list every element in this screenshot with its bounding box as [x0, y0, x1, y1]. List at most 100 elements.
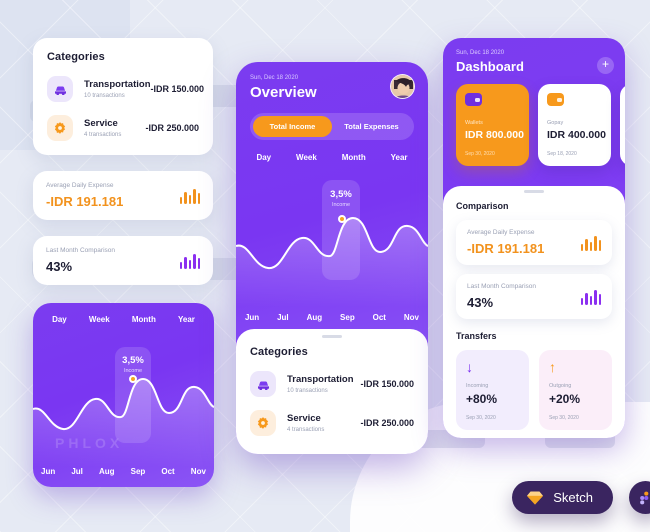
bar-chart-icon	[179, 252, 200, 269]
phone-header: Sun, Dec 18 2020 Overview	[236, 62, 428, 101]
transfer-date: Sep 30, 2020	[549, 415, 579, 421]
month-label: Sep	[340, 313, 355, 322]
wallet-amount: IDR 400.000	[547, 129, 606, 141]
bar-chart-icon	[580, 234, 601, 251]
list-item[interactable]: Service 4 transactions -IDR 250.000	[250, 410, 414, 436]
secondary-badge[interactable]	[629, 481, 650, 514]
list-item[interactable]: Service 4 transactions -IDR 250.000	[47, 115, 199, 141]
range-tabs: Day Week Month Year	[33, 303, 214, 324]
stat-card-average-daily-expense: Average Daily Expense -IDR 191.181	[456, 220, 612, 265]
stat-card-average-daily-expense: Average Daily Expense -IDR 191.181	[33, 171, 213, 220]
month-label: Oct	[372, 313, 386, 322]
range-tab-day[interactable]: Day	[52, 315, 67, 324]
income-expense-toggle[interactable]: Total Income Total Expenses	[250, 113, 414, 140]
month-label: Nov	[190, 467, 206, 476]
left-column: Categories Transportation 10 transaction…	[33, 38, 213, 285]
wallet-card[interactable]: Ovo IDR 200.000 Sep 30, 2020	[620, 84, 625, 166]
range-tab-year[interactable]: Year	[178, 315, 195, 324]
list-item[interactable]: Transportation 10 transactions -IDR 150.…	[250, 371, 414, 397]
transfer-label: Incoming	[466, 383, 489, 389]
wallet-icon	[465, 93, 482, 106]
month-label: Aug	[306, 313, 323, 322]
car-icon	[47, 76, 73, 102]
dashboard-header: Sun, Dec 18 2020 Dashboard +	[443, 38, 625, 74]
comparison-title: Comparison	[456, 201, 509, 211]
wallet-date: Sep 18, 2020	[547, 151, 577, 157]
month-label: Jun	[244, 313, 260, 322]
avatar[interactable]	[390, 74, 415, 99]
page-title: Dashboard	[456, 59, 524, 74]
month-label: Jul	[71, 467, 83, 476]
arrow-up-icon: ↑	[549, 359, 556, 375]
tooltip-value: 3,5%	[330, 189, 352, 200]
sketch-label: Sketch	[553, 490, 593, 505]
transfer-card-incoming[interactable]: ↓ Incoming +80% Sep 30, 2020	[456, 350, 529, 430]
dashboard-panel: Sun, Dec 18 2020 Dashboard + Wallets IDR…	[443, 38, 625, 438]
gear-icon	[250, 410, 276, 436]
range-tab-week[interactable]: Week	[296, 153, 317, 162]
range-tab-week[interactable]: Week	[88, 315, 110, 324]
category-sub: 10 transactions	[287, 388, 328, 394]
wallet-card[interactable]: Wallets IDR 800.000 Sep 30, 2020	[456, 84, 529, 166]
wallet-card-list[interactable]: Wallets IDR 800.000 Sep 30, 2020 Gopay I…	[443, 74, 625, 166]
page-title: Overview	[250, 84, 317, 101]
area-chart	[236, 216, 428, 307]
category-amount: -IDR 250.000	[360, 418, 414, 428]
tooltip-label: Income	[331, 202, 351, 208]
stat-value: 43%	[467, 295, 494, 310]
list-item[interactable]: Transportation 10 transactions -IDR 150.…	[47, 76, 204, 102]
header-date: Sun, Dec 18 2020	[250, 75, 299, 81]
watermark: PHLOX	[55, 435, 124, 451]
transfers-list: ↓ Incoming +80% Sep 30, 2020 ↑ Outgoing …	[456, 350, 612, 430]
transfer-card-outgoing[interactable]: ↑ Outgoing +20% Sep 30, 2020	[539, 350, 612, 430]
stat-value: 43%	[46, 259, 73, 274]
phone-mockup-overview: Sun, Dec 18 2020 Overview Total Income T…	[236, 62, 428, 454]
stat-label: Last Month Comparison	[46, 247, 116, 254]
area-chart	[33, 377, 214, 467]
sheet-grabber[interactable]	[524, 190, 544, 193]
wallet-amount: IDR 800.000	[465, 129, 524, 141]
income-chart-card: Day Week Month Year 3,5% Income PHLOX Ju…	[33, 303, 214, 487]
category-amount: -IDR 150.000	[360, 379, 414, 389]
range-tabs: Day Week Month Year	[236, 140, 428, 162]
transfers-title: Transfers	[456, 331, 497, 341]
category-sub: 4 transactions	[287, 427, 325, 433]
transfer-date: Sep 30, 2020	[466, 415, 496, 421]
wallet-icon	[547, 93, 564, 106]
category-amount: -IDR 150.000	[150, 84, 205, 94]
wallet-card[interactable]: Gopay IDR 400.000 Sep 18, 2020	[538, 84, 611, 166]
range-tab-year[interactable]: Year	[390, 153, 408, 162]
stat-label: Average Daily Expense	[46, 182, 114, 189]
gear-icon	[47, 115, 73, 141]
add-button[interactable]: +	[597, 57, 614, 74]
month-label: Sep	[130, 467, 146, 476]
range-tab-month[interactable]: Month	[131, 315, 156, 324]
category-name: Transportation	[84, 79, 151, 90]
chart-datapoint	[338, 215, 346, 223]
stat-value: -IDR 191.181	[467, 241, 545, 256]
category-name: Service	[84, 118, 118, 129]
stat-value: -IDR 191.181	[46, 194, 124, 209]
header-date: Sun, Dec 18 2020	[456, 50, 505, 56]
month-label: Jul	[277, 313, 289, 322]
categories-title: Categories	[250, 346, 308, 358]
stat-card-last-month-comparison: Last Month Comparison 43%	[33, 236, 213, 285]
month-axis: Jun Jul Aug Sep Oct Nov	[236, 313, 428, 322]
tooltip-value: 3,5%	[122, 355, 144, 366]
sheet-grabber[interactable]	[322, 335, 342, 338]
wallet-date: Sep 30, 2020	[465, 151, 495, 157]
sketch-badge[interactable]: Sketch	[512, 481, 613, 514]
transfer-value: +80%	[466, 392, 498, 406]
month-label: Aug	[98, 467, 115, 476]
month-label: Oct	[161, 467, 175, 476]
range-tab-day[interactable]: Day	[256, 153, 272, 162]
chart-datapoint	[129, 375, 137, 383]
tab-total-expenses[interactable]: Total Expenses	[344, 122, 399, 131]
bar-chart-icon	[580, 288, 601, 305]
dashboard-bottom-sheet: Comparison Average Daily Expense -IDR 19…	[443, 186, 625, 438]
tab-total-income[interactable]: Total Income	[253, 116, 332, 137]
range-tab-month[interactable]: Month	[341, 153, 366, 162]
category-amount: -IDR 250.000	[145, 123, 199, 133]
month-label: Nov	[403, 313, 419, 322]
month-label: Jun	[41, 467, 56, 476]
